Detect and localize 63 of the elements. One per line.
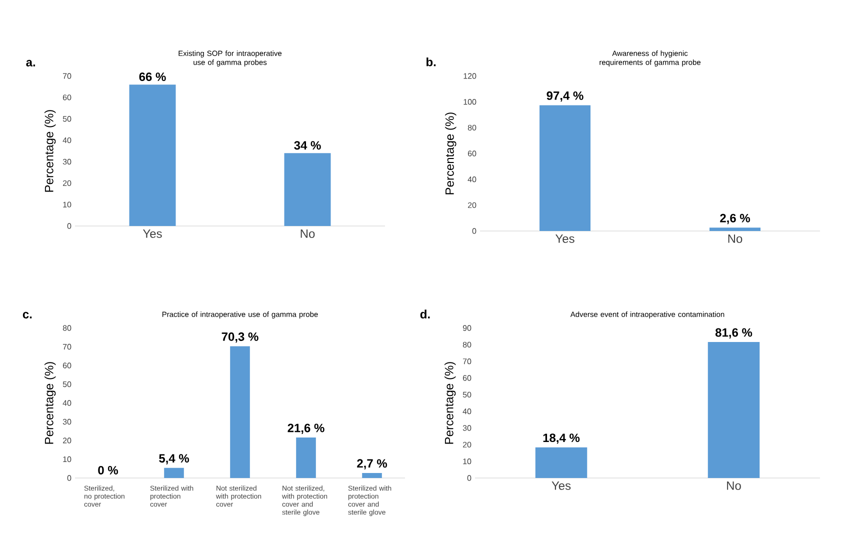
bar <box>296 438 316 478</box>
y-tick-label: 90 <box>462 325 472 331</box>
x-tick-label: Yes <box>555 234 574 243</box>
data-label: 70,3 % <box>222 332 258 343</box>
y-axis-title: Percentage (%) <box>445 112 456 194</box>
x-tick-label: Yes <box>142 230 162 238</box>
y-tick-label: 80 <box>62 325 72 331</box>
data-label: 21,6 % <box>288 424 324 434</box>
y-tick-label: 10 <box>63 456 72 462</box>
y-tick-label: 20 <box>462 442 472 448</box>
y-axis-title: Percentage (%) <box>44 110 56 192</box>
y-tick-label: 70 <box>62 73 72 79</box>
text: c. <box>22 312 32 318</box>
y-tick-label: 60 <box>62 94 72 100</box>
bar <box>230 346 250 478</box>
data-label: 2,7 % <box>357 459 388 470</box>
y-tick-label: 50 <box>462 392 472 398</box>
y-tick-label: 0 <box>67 475 72 481</box>
y-tick-label: 30 <box>62 158 72 165</box>
y-tick-label: 40 <box>468 176 476 182</box>
y-tick-label: 20 <box>62 180 72 186</box>
y-tick-label: 60 <box>62 362 72 368</box>
data-label: 66 % <box>139 72 166 82</box>
text: b. <box>426 57 436 66</box>
x-tick-label: No <box>300 230 315 238</box>
y-tick-label: 30 <box>62 418 72 425</box>
y-tick-label: 10 <box>63 202 72 208</box>
data-label: 5,4 % <box>159 454 190 464</box>
x-tick-label: No <box>727 482 741 490</box>
y-tick-label: 60 <box>468 150 476 156</box>
y-tick-label: 50 <box>62 116 72 122</box>
y-tick-label: 50 <box>62 381 72 388</box>
y-axis-title: Percentage (%) <box>444 362 456 444</box>
y-tick-label: 70 <box>462 358 472 364</box>
y-tick-label: 40 <box>462 408 472 414</box>
y-tick-label: 0 <box>467 475 472 481</box>
data-label: 97,4 % <box>546 91 584 102</box>
data-label: 34 % <box>294 141 321 150</box>
y-tick-label: 40 <box>62 137 72 144</box>
data-label: 0 % <box>98 466 118 474</box>
y-axis-title: Percentage (%) <box>44 362 56 444</box>
y-tick-label: 20 <box>468 202 476 208</box>
y-tick-label: 60 <box>462 375 472 381</box>
y-tick-label: 40 <box>62 400 72 406</box>
y-tick-label: 30 <box>462 425 472 431</box>
y-tick-label: 100 <box>464 99 476 105</box>
y-tick-label: 70 <box>62 344 72 350</box>
y-tick-label: 80 <box>462 342 472 348</box>
text: d. <box>420 310 430 318</box>
y-tick-label: 0 <box>472 228 476 234</box>
y-tick-label: 10 <box>463 458 472 464</box>
y-tick-label: 80 <box>468 124 476 130</box>
data-label: 81,6 % <box>715 328 752 338</box>
data-label: 2,6 % <box>720 214 750 224</box>
x-tick-label: Yes <box>552 482 571 490</box>
y-tick-label: 0 <box>67 223 72 229</box>
data-label: 18,4 % <box>543 434 580 444</box>
bar <box>362 472 382 478</box>
text: a. <box>26 60 36 66</box>
y-tick-label: 120 <box>464 73 476 79</box>
y-tick-label: 20 <box>62 438 72 444</box>
bar <box>164 468 184 478</box>
x-tick-label: No <box>728 234 742 243</box>
